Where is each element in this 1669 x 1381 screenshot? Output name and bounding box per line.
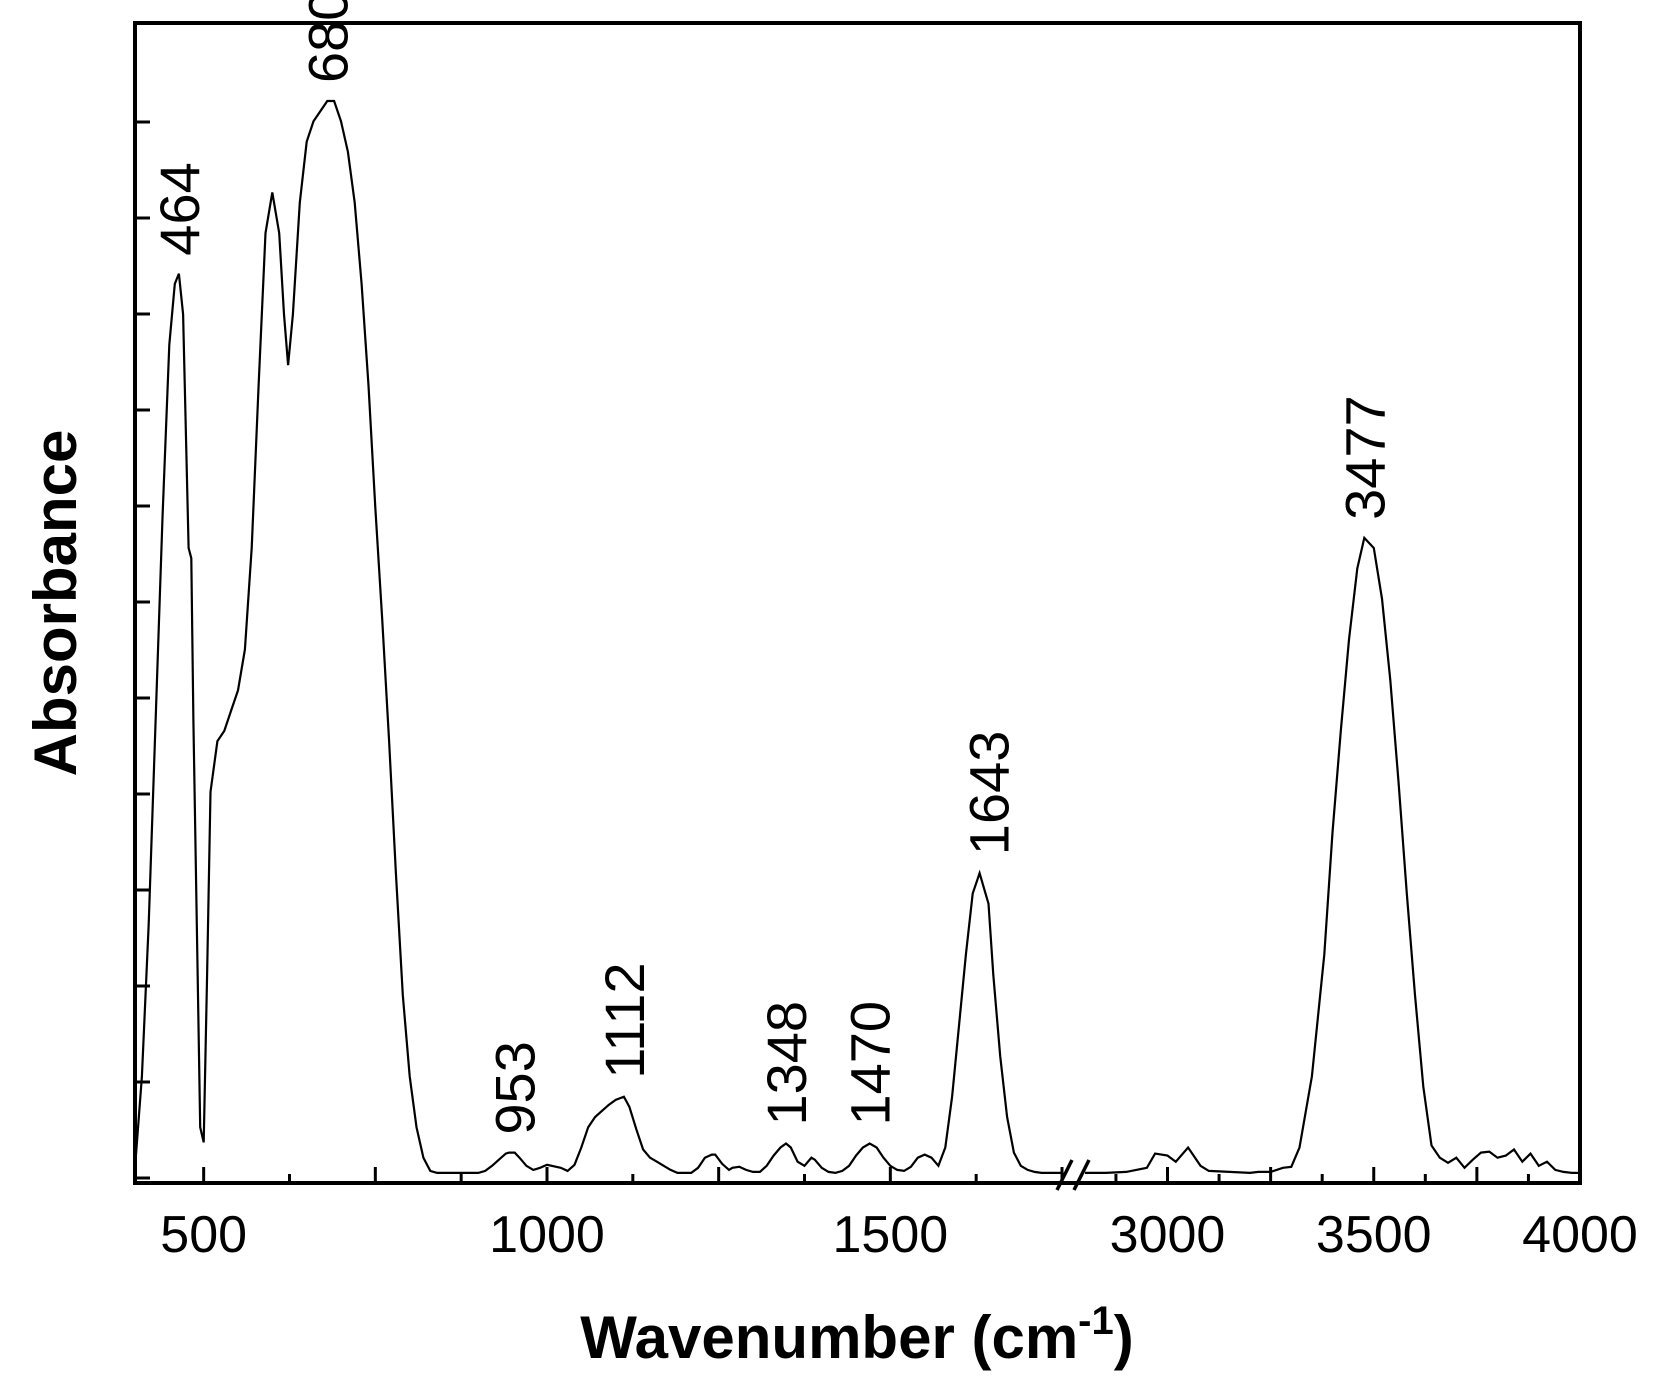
x-tick-label: 3500 <box>1316 1206 1432 1264</box>
peak-label: 3477 <box>1333 395 1396 520</box>
x-tick-label: 1000 <box>489 1206 605 1264</box>
x-axis-title-close: ) <box>1114 1304 1134 1371</box>
peak-label: 680 <box>296 0 359 83</box>
peak-label: 1348 <box>755 1001 818 1126</box>
x-axis-ticks <box>202 1167 1530 1183</box>
peak-label: 1112 <box>593 962 656 1078</box>
spectrum-line-high-range <box>1085 535 1580 1175</box>
spectrum-line-low-range <box>133 99 1062 1175</box>
x-axis-tick-labels: 500 1000 1500 3000 3500 4000 <box>160 1206 1638 1264</box>
peak-labels: 464 680 953 1112 1348 1470 1643 3477 <box>148 0 1396 1135</box>
y-axis-title: Absorbance <box>22 430 89 777</box>
x-axis-title-superscript: -1 <box>1078 1299 1114 1343</box>
x-tick-label: 4000 <box>1522 1206 1638 1264</box>
peak-label: 1643 <box>958 731 1021 856</box>
peak-label: 953 <box>484 1041 547 1134</box>
axis-break-marker <box>1055 1159 1091 1191</box>
x-tick-label: 1500 <box>832 1206 948 1264</box>
x-tick-label: 500 <box>160 1206 247 1264</box>
x-tick-label: 3000 <box>1110 1206 1226 1264</box>
y-axis-ticks <box>135 120 150 1180</box>
peak-label: 1470 <box>839 1001 902 1126</box>
x-axis-title: Wavenumber (cm-1) <box>580 1299 1133 1371</box>
peak-label: 464 <box>148 162 211 255</box>
